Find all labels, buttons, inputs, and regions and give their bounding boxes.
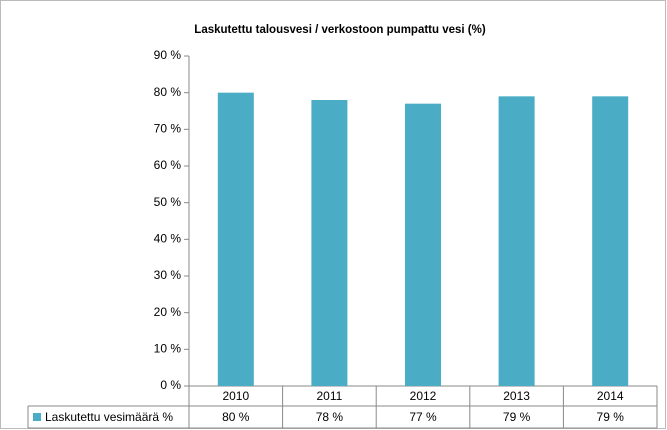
table-value: 79 %	[597, 410, 625, 424]
x-tick-label: 2012	[410, 389, 437, 403]
y-tick-label: 10 %	[154, 342, 182, 356]
y-tick-label: 60 %	[154, 158, 182, 172]
chart-title: Laskutettu talousvesi / verkostoon pumpa…	[194, 24, 486, 36]
table-value: 77 %	[409, 410, 437, 424]
bar	[217, 92, 254, 387]
table-value: 78 %	[316, 410, 344, 424]
table-value: 80 %	[222, 410, 250, 424]
y-tick-label: 80 %	[154, 85, 182, 99]
bar	[592, 96, 629, 386]
legend-label: Laskutettu vesimäärä %	[45, 410, 173, 424]
y-tick-label: 50 %	[154, 195, 182, 209]
y-tick-label: 70 %	[154, 122, 182, 136]
y-tick-label: 20 %	[154, 305, 182, 319]
legend-swatch	[33, 413, 41, 421]
bar	[405, 103, 441, 387]
y-tick-label: 90 %	[154, 48, 182, 62]
x-tick-label: 2013	[503, 389, 530, 403]
table-value: 79 %	[503, 410, 531, 424]
bar	[498, 96, 535, 386]
bar	[311, 100, 348, 386]
x-tick-label: 2010	[222, 389, 249, 403]
y-tick-label: 0 %	[160, 378, 181, 392]
y-tick-label: 40 %	[154, 232, 182, 246]
x-tick-label: 2014	[597, 389, 624, 403]
x-tick-label: 2011	[316, 389, 342, 403]
y-tick-label: 30 %	[154, 268, 182, 282]
